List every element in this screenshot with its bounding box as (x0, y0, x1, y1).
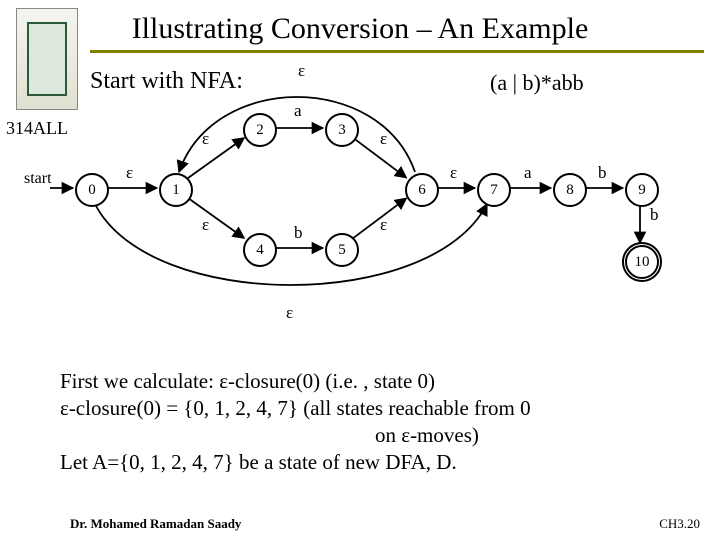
body-l2a: ε-closure(0) = (60, 396, 183, 420)
state-1: 1 (159, 173, 193, 207)
body-l1a: First we calculate: (60, 369, 219, 393)
svg-text:ε: ε (126, 163, 133, 182)
state-6: 6 (405, 173, 439, 207)
svg-text:b: b (650, 205, 659, 224)
svg-text:ε: ε (450, 163, 457, 182)
state-10: 10 (625, 245, 659, 279)
svg-text:b: b (598, 163, 607, 182)
svg-text:ε: ε (380, 129, 387, 148)
body-l1b: ε-closure(0) (219, 369, 320, 393)
footer-author: Dr. Mohamed Ramadan Saady (70, 516, 241, 532)
svg-text:ε: ε (286, 303, 293, 322)
state-7: 7 (477, 173, 511, 207)
svg-text:ε: ε (380, 215, 387, 234)
state-8: 8 (553, 173, 587, 207)
footer-page: CH3.20 (659, 516, 700, 532)
state-4: 4 (243, 233, 277, 267)
state-2: 2 (243, 113, 277, 147)
body-text: First we calculate: ε-closure(0) (i.e. ,… (60, 368, 531, 476)
svg-text:ε: ε (298, 61, 305, 80)
state-5: 5 (325, 233, 359, 267)
body-l2b: {0, 1, 2, 4, 7} (183, 396, 298, 420)
svg-text:a: a (524, 163, 532, 182)
body-l4: Let A={0, 1, 2, 4, 7} be a state of new … (60, 450, 457, 474)
svg-text:b: b (294, 223, 303, 242)
nfa-diagram: εεεabεεεabb εε (0, 60, 720, 340)
body-l3: on ε-moves) (375, 423, 479, 447)
body-l1c: (i.e. , state 0) (325, 369, 435, 393)
state-9: 9 (625, 173, 659, 207)
svg-text:ε: ε (202, 215, 209, 234)
state-0: 0 (75, 173, 109, 207)
title-underline (90, 50, 704, 53)
svg-text:a: a (294, 101, 302, 120)
state-3: 3 (325, 113, 359, 147)
slide-title: Illustrating Conversion – An Example (0, 12, 720, 46)
body-l2c: (all states reachable from 0 (303, 396, 530, 420)
